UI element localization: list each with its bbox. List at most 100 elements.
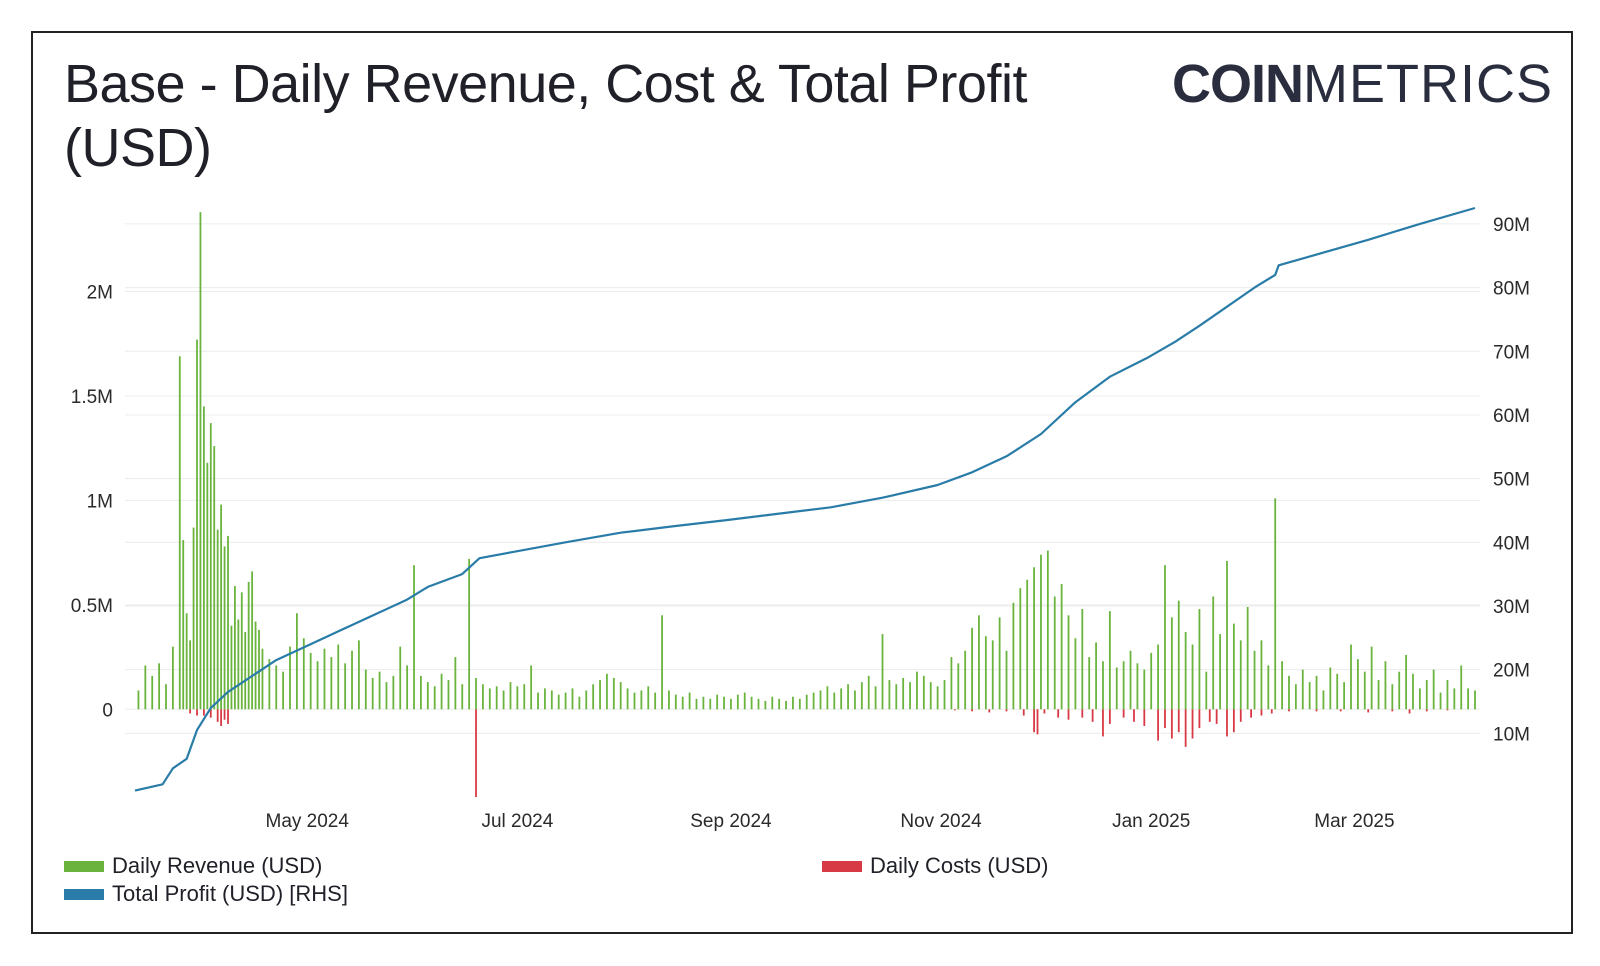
cost-bar	[953, 709, 956, 711]
revenue-bar	[1095, 642, 1097, 710]
revenue-bar	[681, 696, 684, 710]
revenue-bar	[358, 640, 360, 710]
revenue-bar	[619, 682, 622, 710]
revenue-bar	[950, 657, 953, 710]
revenue-bar	[702, 696, 705, 710]
cost-bar	[1043, 709, 1046, 714]
cost-bar	[1170, 709, 1173, 739]
grid-lines	[125, 223, 1480, 734]
revenue-bar	[860, 682, 863, 710]
revenue-bar	[874, 686, 877, 710]
revenue-bar	[578, 696, 581, 710]
revenue-bar	[378, 671, 381, 710]
revenue-bar	[1412, 673, 1414, 710]
revenue-bar	[1460, 665, 1463, 710]
revenue-bar	[1102, 661, 1104, 710]
legend-profit[interactable]: Total Profit (USD) [RHS]	[64, 881, 348, 907]
revenue-bar	[1081, 609, 1084, 710]
x-tick-label: Sep 2024	[690, 811, 772, 832]
revenue-bar	[723, 696, 725, 710]
legend-revenue-swatch	[64, 860, 104, 872]
revenue-bar	[1164, 565, 1166, 710]
right-tick-label: 90M	[1493, 215, 1530, 236]
revenue-bar	[509, 682, 512, 710]
revenue-bar	[1088, 657, 1091, 710]
cost-bar	[216, 709, 219, 722]
revenue-bar	[137, 690, 140, 710]
cost-bar	[1250, 709, 1252, 718]
cost-bar	[1191, 709, 1194, 739]
profit-line-path	[134, 206, 1476, 792]
revenue-bar	[185, 613, 188, 710]
cost-bar	[196, 709, 198, 716]
cost-bar	[227, 709, 229, 724]
revenue-bar	[1115, 667, 1118, 710]
revenue-bar	[668, 690, 670, 710]
x-tick-label: Nov 2024	[900, 811, 982, 832]
revenue-bar	[812, 692, 815, 710]
revenue-bar	[716, 694, 719, 710]
revenue-bar	[695, 698, 698, 710]
revenue-bar	[971, 627, 973, 710]
revenue-bar	[1005, 650, 1008, 710]
revenue-bar	[984, 636, 987, 710]
revenue-bar	[1191, 644, 1194, 710]
cost-bar	[1239, 709, 1242, 722]
revenue-bar	[1315, 675, 1318, 710]
coinmetrics-logo: COINMETRICS	[1172, 52, 1553, 116]
cost-bar	[1102, 709, 1104, 737]
revenue-bar	[213, 446, 216, 710]
revenue-bar	[530, 665, 533, 710]
revenue-bar	[612, 677, 615, 710]
cost-bar	[1184, 709, 1187, 747]
revenue-bar	[454, 657, 457, 710]
revenue-bar	[1432, 669, 1435, 710]
revenue-bar	[1294, 684, 1297, 710]
revenue-bar	[1074, 638, 1077, 710]
revenue-bar	[1129, 650, 1132, 710]
right-tick-label: 50M	[1493, 470, 1530, 491]
revenue-bar	[392, 675, 395, 710]
revenue-bar	[1212, 596, 1215, 710]
revenue-bar	[178, 356, 181, 710]
logo-bold-text: COIN	[1172, 54, 1304, 114]
revenue-bar	[461, 684, 464, 710]
revenue-bar	[165, 684, 167, 710]
revenue-bar	[426, 682, 429, 710]
revenue-bar	[688, 692, 691, 710]
revenue-bar	[223, 546, 226, 710]
revenue-bar	[557, 694, 560, 710]
cost-bar	[1391, 709, 1394, 712]
cost-bar	[1091, 709, 1094, 722]
revenue-bar	[371, 677, 374, 710]
revenue-bar	[468, 558, 471, 710]
revenue-bar	[544, 688, 546, 710]
revenue-bar	[447, 680, 450, 710]
revenue-bar	[230, 625, 233, 710]
revenue-bar	[854, 690, 856, 710]
revenue-bar	[1274, 498, 1277, 710]
revenue-bar	[888, 680, 891, 710]
cost-bar	[1260, 709, 1263, 716]
legend-costs[interactable]: Daily Costs (USD)	[822, 853, 1048, 879]
cost-bar	[1226, 709, 1228, 737]
revenue-bar	[1177, 600, 1180, 710]
revenue-bar	[736, 694, 739, 710]
daily-revenue-bars	[137, 212, 1476, 710]
legend-revenue[interactable]: Daily Revenue (USD)	[64, 853, 322, 879]
revenue-bar	[1398, 671, 1401, 710]
revenue-bar	[209, 423, 212, 710]
left-tick-label: 0	[102, 700, 113, 721]
revenue-bar	[309, 652, 312, 710]
left-tick-label: 0.5M	[71, 596, 113, 617]
cost-bar	[1133, 709, 1135, 722]
revenue-bar	[1046, 550, 1049, 710]
revenue-bar	[550, 690, 553, 710]
revenue-bar	[1246, 606, 1249, 710]
revenue-bar	[237, 619, 240, 710]
revenue-bar	[475, 677, 477, 710]
revenue-bar	[640, 690, 643, 710]
revenue-bar	[881, 634, 884, 710]
cost-bar	[1005, 709, 1008, 712]
